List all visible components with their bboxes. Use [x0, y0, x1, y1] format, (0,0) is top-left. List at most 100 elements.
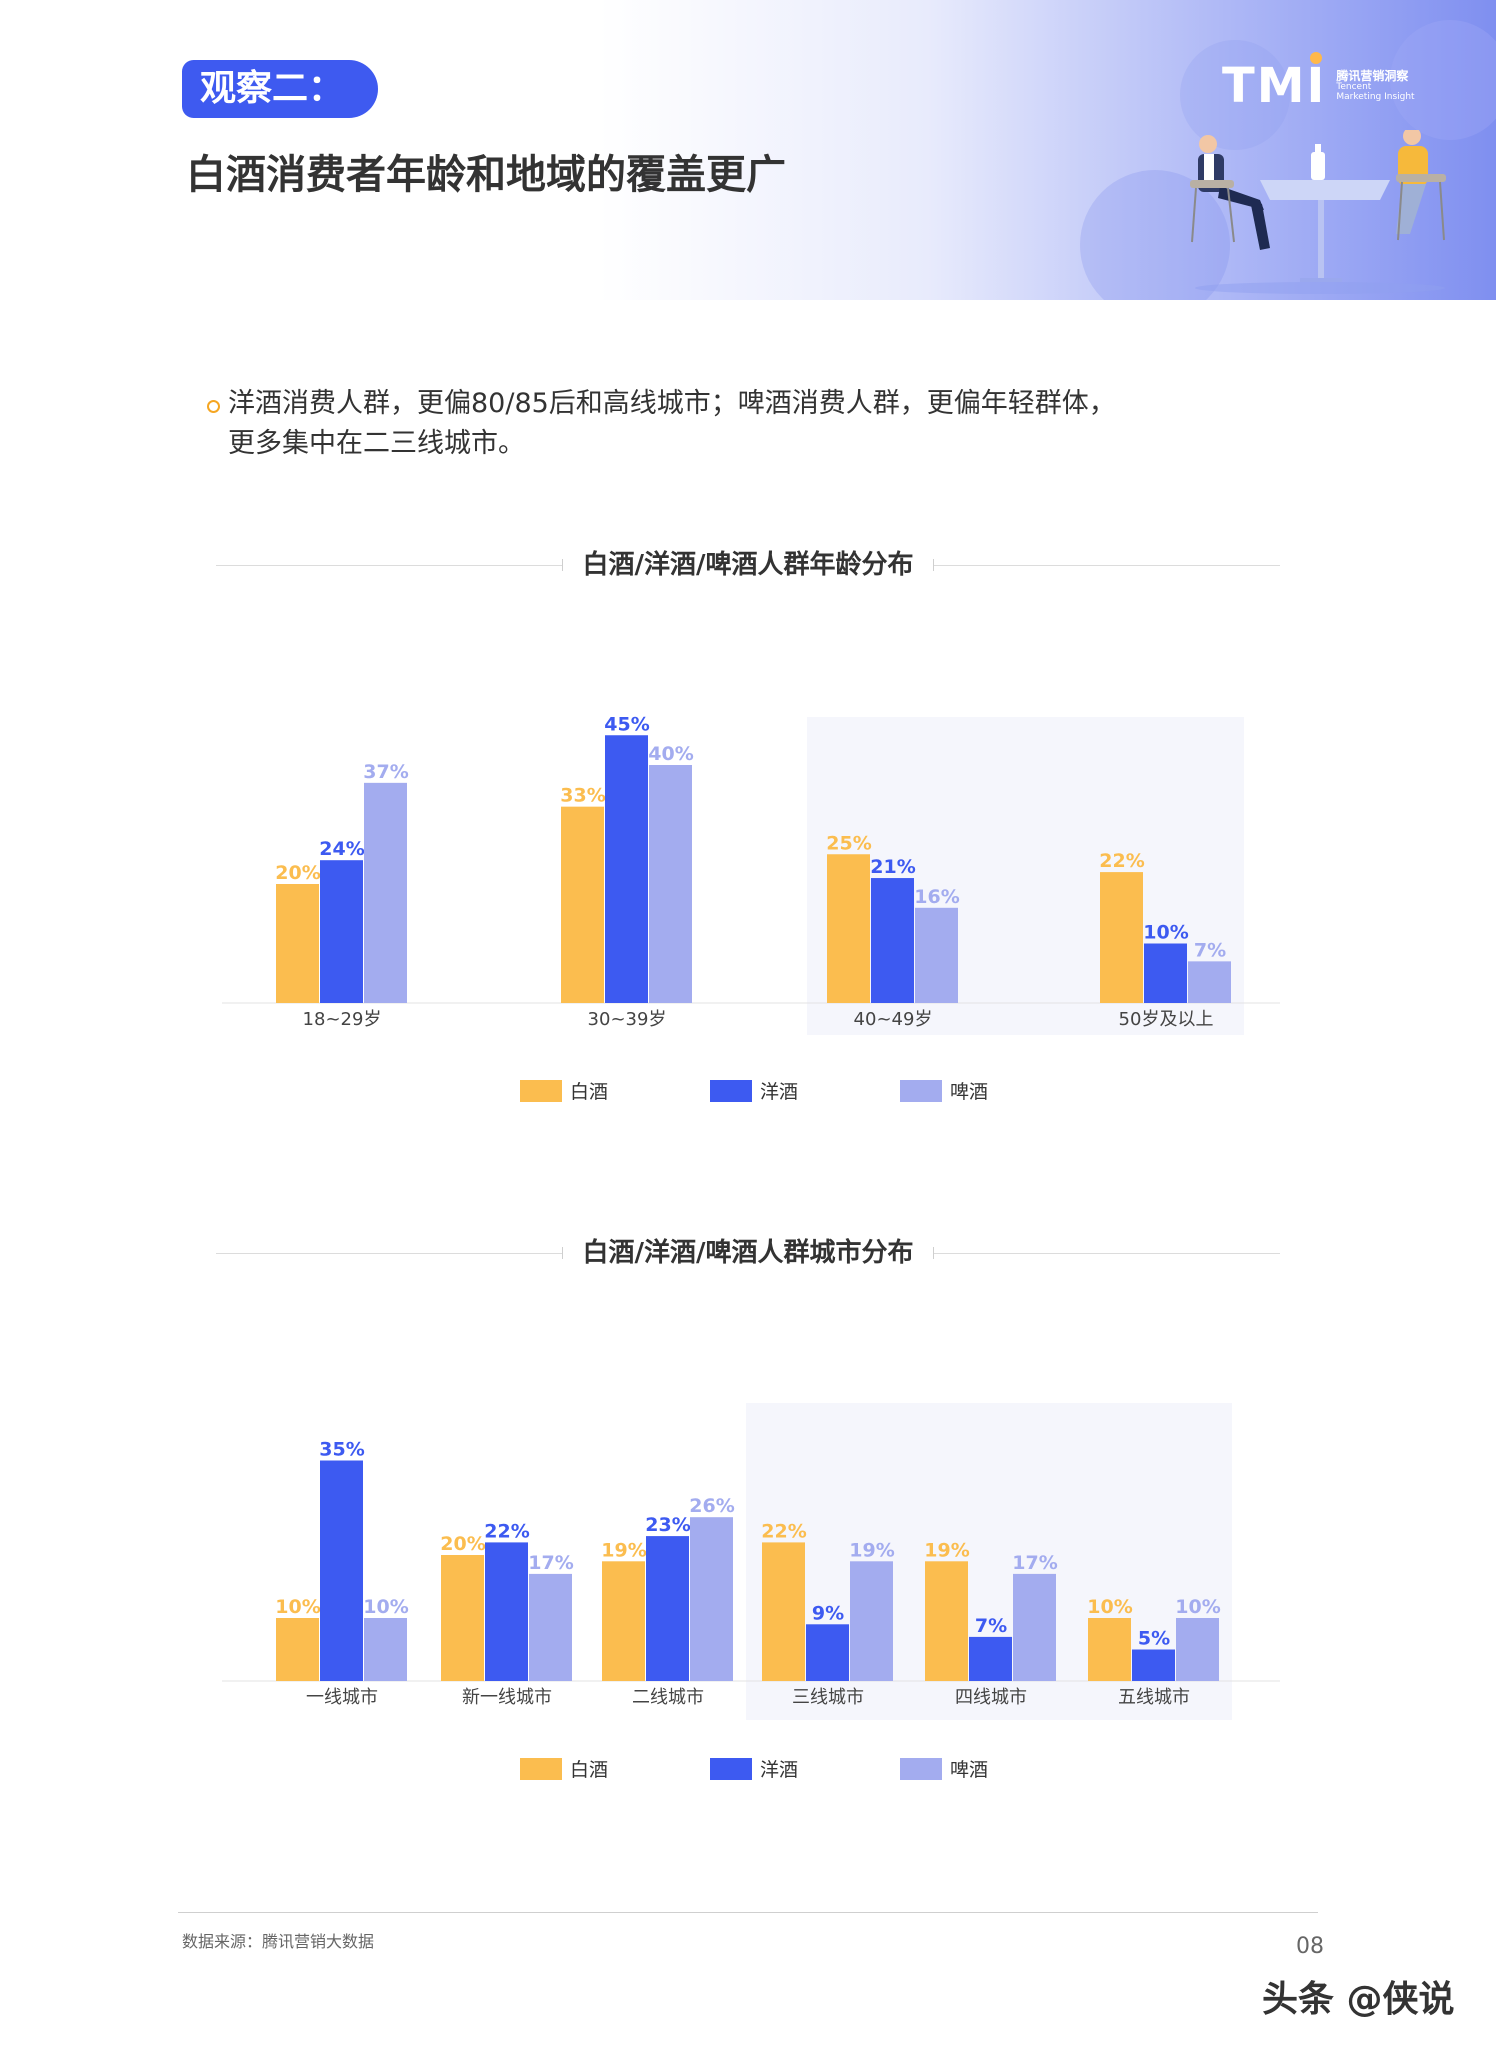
insight-line-2: 更多集中在二三线城市。 [228, 428, 525, 459]
data-source: 数据来源：腾讯营销大数据 [182, 1932, 375, 1951]
data-label: 5% [1138, 1628, 1170, 1650]
data-label: 23% [645, 1514, 690, 1536]
title-divider [216, 1253, 562, 1254]
data-label: 7% [1194, 939, 1226, 961]
bar-洋酒-五线城市 [1132, 1649, 1175, 1681]
page-title: 白酒消费者年龄和地域的覆盖更广 [186, 152, 786, 198]
title-divider [934, 565, 1280, 566]
x-tick-label: 二线城市 [632, 1687, 704, 1708]
legend-item-pijiu: 啤酒 [900, 1077, 988, 1104]
data-label: 19% [924, 1539, 969, 1561]
bar-啤酒-三线城市 [850, 1561, 893, 1681]
data-label: 25% [826, 832, 871, 854]
x-tick-label: 四线城市 [955, 1687, 1027, 1708]
x-tick-label: 新一线城市 [462, 1687, 552, 1708]
people-at-table-illustration-icon [1190, 130, 1446, 294]
data-label: 17% [1012, 1552, 1057, 1574]
data-label: 37% [363, 761, 408, 783]
data-label: 10% [1175, 1596, 1220, 1618]
data-label: 33% [560, 785, 605, 807]
data-label: 35% [319, 1439, 364, 1461]
bar-洋酒-40~49岁 [871, 878, 914, 1003]
data-label: 9% [812, 1602, 844, 1624]
logo-text: 腾讯营销洞察 Tencent Marketing Insight [1336, 68, 1415, 103]
legend-item-yangjiu: 洋酒 [710, 1077, 798, 1104]
title-divider-tick [933, 559, 934, 571]
chart-title-city: 白酒/洋酒/啤酒人群城市分布 [582, 1238, 914, 1268]
bar-洋酒-18~29岁 [320, 860, 363, 1003]
x-tick-label: 一线城市 [306, 1687, 378, 1708]
logo-cn: 腾讯营销洞察 [1336, 68, 1409, 83]
bar-白酒-30~39岁 [561, 806, 604, 1003]
legend-item-baijiu: 白酒 [520, 1755, 608, 1782]
age-distribution-chart: 20%24% 37% 18~29岁 33% 45% 40% 30~39岁 25%21% 16% 4… [222, 713, 1280, 1035]
city-chart-legend: 白酒 洋酒 啤酒 [0, 1755, 1496, 1795]
data-label: 20% [440, 1533, 485, 1555]
title-divider-tick [562, 1247, 563, 1259]
logo-mark-text: TMI [1222, 58, 1327, 114]
x-tick-label: 五线城市 [1118, 1687, 1190, 1708]
legend-item-yangjiu: 洋酒 [710, 1755, 798, 1782]
bar-白酒-三线城市 [762, 1542, 805, 1681]
bar-啤酒-18~29岁 [364, 782, 407, 1003]
bar-洋酒-50岁及以上 [1144, 943, 1187, 1003]
legend-label: 洋酒 [760, 1081, 799, 1103]
page-number: 08 [1296, 1934, 1324, 1959]
bar-白酒-40~49岁 [827, 854, 870, 1003]
chart-title-age: 白酒/洋酒/啤酒人群年龄分布 [582, 550, 914, 580]
data-label: 40% [648, 743, 693, 765]
x-tick-label: 40~49岁 [854, 1009, 933, 1030]
data-label: 22% [761, 1520, 806, 1542]
bar-白酒-一线城市 [276, 1618, 319, 1681]
tmi-logo: TMI 腾讯营销洞察 Tencent Marketing Insight [1222, 52, 1415, 114]
age-chart-legend: 白酒 洋酒 啤酒 [0, 1077, 1496, 1117]
legend-label: 洋酒 [760, 1759, 799, 1781]
bar-白酒-18~29岁 [276, 884, 319, 1003]
legend-swatch [520, 1757, 562, 1780]
title-divider-tick [933, 1247, 934, 1259]
legend-label: 白酒 [570, 1081, 609, 1103]
logo-en-1: Tencent [1336, 81, 1372, 92]
x-tick-label: 30~39岁 [588, 1009, 667, 1030]
legend-label: 白酒 [570, 1759, 609, 1781]
bar-白酒-新一线城市 [441, 1555, 484, 1681]
legend-swatch [710, 1757, 752, 1780]
legend-item-baijiu: 白酒 [520, 1077, 608, 1104]
data-label: 16% [914, 886, 959, 908]
data-label: 10% [1143, 922, 1188, 944]
x-tick-label: 三线城市 [792, 1687, 864, 1708]
bar-啤酒-一线城市 [364, 1618, 407, 1681]
bar-啤酒-40~49岁 [915, 907, 958, 1003]
legend-item-pijiu: 啤酒 [900, 1755, 988, 1782]
observation-badge: 观察二： [182, 60, 379, 118]
watermark: 头条 @侠说 [1262, 1979, 1455, 2020]
data-label: 24% [319, 838, 364, 860]
data-label: 26% [689, 1495, 734, 1517]
bar-洋酒-二线城市 [646, 1536, 689, 1681]
logo-en-2: Marketing Insight [1336, 91, 1415, 102]
bar-啤酒-50岁及以上 [1188, 961, 1231, 1003]
insight-line-1: 洋酒消费人群，更偏80/85后和高线城市；啤酒消费人群，更偏年轻群体， [228, 388, 1116, 419]
bar-洋酒-新一线城市 [485, 1542, 528, 1681]
bar-白酒-五线城市 [1088, 1618, 1131, 1681]
title-divider-tick [562, 559, 563, 571]
bar-白酒-四线城市 [925, 1561, 968, 1681]
data-label: 21% [870, 856, 915, 878]
data-label: 7% [975, 1615, 1007, 1637]
bar-洋酒-四线城市 [969, 1636, 1012, 1681]
header-decoration [1390, 20, 1496, 140]
data-label: 22% [1099, 850, 1144, 872]
data-label: 20% [275, 862, 320, 884]
data-label: 10% [1087, 1596, 1132, 1618]
footer-divider [178, 1912, 1318, 1913]
bar-啤酒-二线城市 [690, 1517, 733, 1681]
bar-啤酒-新一线城市 [529, 1573, 572, 1681]
insight-text: 洋酒消费人群，更偏80/85后和高线城市；啤酒消费人群，更偏年轻群体， 更多集中… [228, 384, 1278, 464]
data-label: 22% [484, 1520, 529, 1542]
data-label: 10% [363, 1596, 408, 1618]
bar-啤酒-五线城市 [1176, 1618, 1219, 1681]
data-label: 19% [601, 1539, 646, 1561]
bar-啤酒-30~39岁 [649, 765, 692, 1003]
bar-啤酒-四线城市 [1013, 1573, 1056, 1681]
title-divider [934, 1253, 1280, 1254]
